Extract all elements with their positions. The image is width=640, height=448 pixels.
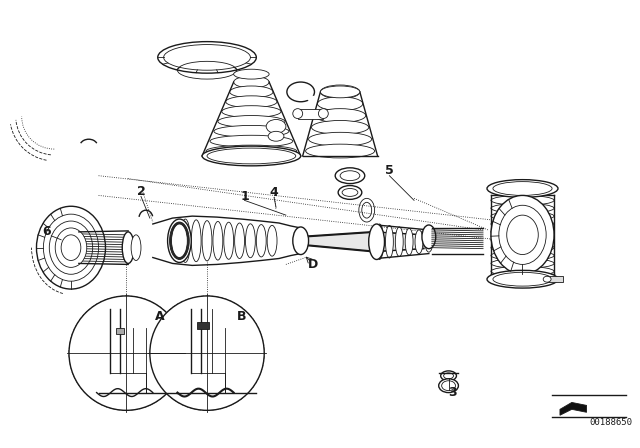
Ellipse shape <box>491 227 554 237</box>
Ellipse shape <box>335 168 365 184</box>
Ellipse shape <box>306 144 374 158</box>
Bar <box>547 276 563 282</box>
Ellipse shape <box>213 221 223 260</box>
Ellipse shape <box>312 121 369 134</box>
Ellipse shape <box>191 220 201 262</box>
Ellipse shape <box>441 371 456 381</box>
Ellipse shape <box>61 235 81 260</box>
Ellipse shape <box>340 171 360 181</box>
Ellipse shape <box>292 109 303 119</box>
Ellipse shape <box>44 214 99 281</box>
Ellipse shape <box>491 211 554 221</box>
Ellipse shape <box>491 203 554 213</box>
Bar <box>116 328 124 334</box>
Ellipse shape <box>157 42 256 73</box>
Ellipse shape <box>180 219 190 263</box>
Ellipse shape <box>491 195 554 274</box>
Circle shape <box>69 296 184 410</box>
Ellipse shape <box>415 230 423 254</box>
Wedge shape <box>301 92 314 102</box>
Ellipse shape <box>491 258 554 268</box>
Ellipse shape <box>487 180 558 198</box>
Ellipse shape <box>438 379 458 392</box>
Ellipse shape <box>235 223 244 258</box>
Ellipse shape <box>376 224 383 259</box>
Text: 4: 4 <box>269 186 278 199</box>
Ellipse shape <box>321 86 360 98</box>
Ellipse shape <box>55 228 87 267</box>
Ellipse shape <box>266 120 286 134</box>
Ellipse shape <box>396 227 403 257</box>
Ellipse shape <box>314 109 365 122</box>
Ellipse shape <box>164 45 250 70</box>
Ellipse shape <box>131 235 141 260</box>
Circle shape <box>150 296 264 410</box>
Ellipse shape <box>491 219 554 229</box>
Ellipse shape <box>168 219 191 263</box>
Ellipse shape <box>491 195 554 205</box>
Ellipse shape <box>267 225 277 256</box>
Ellipse shape <box>442 381 456 391</box>
Ellipse shape <box>493 272 552 286</box>
Ellipse shape <box>444 373 454 379</box>
Ellipse shape <box>234 69 269 79</box>
Ellipse shape <box>499 205 546 264</box>
Ellipse shape <box>214 125 289 137</box>
Ellipse shape <box>202 146 301 166</box>
Ellipse shape <box>206 145 297 157</box>
Ellipse shape <box>222 106 281 117</box>
Circle shape <box>69 296 184 410</box>
Ellipse shape <box>319 109 328 119</box>
Text: 3: 3 <box>448 386 457 399</box>
Text: 1: 1 <box>240 190 249 203</box>
Ellipse shape <box>308 132 372 146</box>
Ellipse shape <box>246 224 255 258</box>
Text: B: B <box>237 310 246 323</box>
Ellipse shape <box>202 221 212 261</box>
Ellipse shape <box>425 232 433 252</box>
Ellipse shape <box>385 225 394 258</box>
Text: 5: 5 <box>385 164 394 177</box>
Ellipse shape <box>405 228 413 255</box>
Bar <box>298 109 323 119</box>
Ellipse shape <box>256 224 266 257</box>
Ellipse shape <box>487 270 558 288</box>
Ellipse shape <box>36 206 106 289</box>
Ellipse shape <box>218 116 285 127</box>
Text: 6: 6 <box>42 225 51 238</box>
Ellipse shape <box>49 221 93 274</box>
Ellipse shape <box>338 185 362 199</box>
Ellipse shape <box>321 85 360 99</box>
Text: A: A <box>155 310 164 323</box>
Polygon shape <box>560 402 587 415</box>
Ellipse shape <box>317 97 363 111</box>
Ellipse shape <box>292 227 308 254</box>
Ellipse shape <box>369 224 385 259</box>
Ellipse shape <box>210 135 292 147</box>
Ellipse shape <box>491 243 554 253</box>
Polygon shape <box>301 232 424 252</box>
Ellipse shape <box>230 86 273 98</box>
Ellipse shape <box>493 181 552 195</box>
Circle shape <box>150 296 264 410</box>
Ellipse shape <box>234 76 269 88</box>
Ellipse shape <box>207 148 296 164</box>
Ellipse shape <box>268 131 284 141</box>
Ellipse shape <box>491 250 554 260</box>
Text: D: D <box>308 258 319 271</box>
Ellipse shape <box>507 215 538 254</box>
Text: 00188650: 00188650 <box>589 418 632 426</box>
Ellipse shape <box>226 96 277 108</box>
Bar <box>197 322 209 329</box>
Ellipse shape <box>342 189 358 196</box>
Text: 2: 2 <box>136 185 145 198</box>
Ellipse shape <box>491 267 554 276</box>
Ellipse shape <box>491 235 554 245</box>
Ellipse shape <box>543 276 551 282</box>
Ellipse shape <box>122 232 134 263</box>
Ellipse shape <box>224 222 234 259</box>
Ellipse shape <box>422 225 436 249</box>
